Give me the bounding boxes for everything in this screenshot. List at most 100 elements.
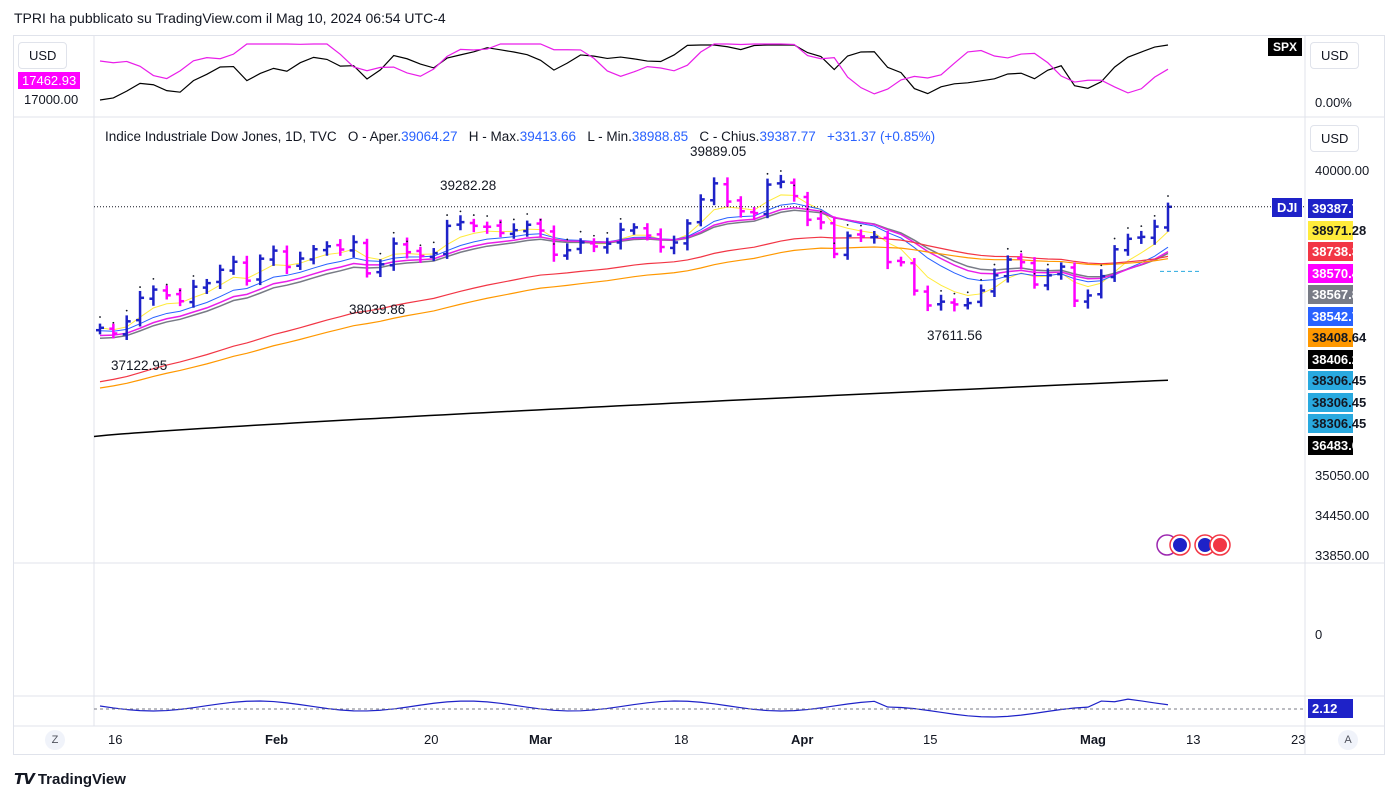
ohlc-bar-down [830, 216, 839, 259]
price-tag: 38542.71 [1308, 306, 1366, 326]
ohlc-bar-up [576, 238, 585, 254]
psar-dot [833, 242, 836, 245]
price-axis-label: 34450.00 [1315, 508, 1370, 523]
ohlc-bar-up [1123, 233, 1132, 256]
ma-line [99, 206, 1169, 337]
ohlc-bar-down [816, 212, 825, 230]
psar-dot [779, 170, 782, 172]
psar-dot [459, 210, 462, 213]
bottom-indicator-line [99, 698, 1169, 718]
ma-line [99, 209, 1169, 339]
legend-symbol-name: Indice Industriale Dow Jones, 1D, TVC [105, 129, 337, 144]
legend-low-value: 38988.85 [631, 129, 689, 144]
psar-dot [526, 213, 529, 215]
legend-high-value: 39413.66 [519, 129, 577, 144]
ohlc-bar-down [282, 245, 291, 275]
ohlc-bar-up [443, 219, 452, 259]
ohlc-bar-up [1110, 245, 1119, 282]
ohlc-bar-down [923, 285, 932, 312]
time-axis-label: Apr [791, 732, 814, 747]
ohlc-bar-down [1017, 253, 1026, 270]
ohlc-bar-up [1003, 255, 1012, 283]
ohlc-bars [96, 174, 1172, 340]
ohlc-bar-down [363, 238, 371, 278]
ohlc-bar-down [897, 256, 905, 267]
time-axis-label: Mar [529, 732, 553, 747]
ohlc-bar-up [309, 245, 318, 265]
ohlc-bar-up [696, 194, 705, 227]
ohlc-bar-up [616, 222, 625, 250]
time-axis-label: Feb [265, 732, 289, 747]
tradingview-logo[interactable]: 𝙏𝙑 TradingView [14, 770, 126, 788]
ohlc-bar-up [763, 178, 772, 219]
psar-dot [553, 243, 555, 245]
ohlc-bar-up [376, 259, 385, 278]
ohlc-bar-down [643, 223, 652, 241]
price-tag: 38567.86 [1308, 285, 1366, 304]
psar-dot [99, 316, 101, 318]
psar-dot [1046, 263, 1049, 266]
auto-scale-button[interactable]: A [1338, 730, 1358, 750]
dji-symbol-tag[interactable]: DJI [1272, 198, 1303, 217]
price-axis-label: 35050.00 [1315, 468, 1370, 483]
psar-dot [139, 286, 141, 288]
ohlc-bar-up [1043, 268, 1052, 291]
psar-dot [499, 221, 502, 224]
psar-dot [432, 241, 435, 244]
left-axis-label: 17000.00 [24, 92, 79, 107]
sma200-line [93, 379, 1169, 438]
main-currency-button[interactable]: USD [1310, 125, 1360, 152]
spx-symbol-badge[interactable]: SPX [1268, 38, 1303, 56]
time-axis-label: 13 [1186, 732, 1201, 747]
moving-averages [93, 194, 1169, 438]
top-right-currency-button[interactable]: USD [1310, 42, 1360, 69]
ohlc-bar-up [603, 237, 612, 254]
psar-dot [619, 218, 622, 220]
time-axis-label: 15 [923, 732, 938, 747]
legend-open-label: O - Aper. [347, 129, 402, 144]
flag-us-icon-fill [1198, 538, 1212, 552]
ohlc-bar-down [1070, 262, 1079, 308]
time-axis-label: 18 [674, 732, 689, 747]
psar-dot [766, 172, 769, 175]
ohlc-bar-up [937, 294, 946, 311]
ohlc-bar-down [162, 285, 171, 300]
ohlc-bar-up [963, 298, 972, 310]
ohlc-bar-down [750, 207, 759, 221]
event-markers[interactable] [1156, 534, 1231, 556]
ohlc-bar-down [910, 258, 919, 296]
legend-change-value: +331.37 (+0.85%) [827, 129, 936, 144]
ohlc-bar-up [202, 278, 211, 294]
ohlc-bar-down [109, 323, 118, 339]
ma-line [99, 236, 1169, 383]
psar-dot [406, 240, 408, 243]
price-tag: 36483.07 [1308, 435, 1366, 455]
ohlc-bar-up [149, 285, 158, 306]
psar-dot [446, 214, 448, 216]
psar-dot [392, 231, 395, 234]
psar-dot [1113, 237, 1116, 240]
price-tag: 38738.39 [1308, 242, 1366, 261]
price-tag: 38406.20 [1308, 349, 1366, 369]
psar-dot [152, 277, 155, 280]
legend-close-label: C - Chius. [699, 129, 760, 144]
zoom-button[interactable]: Z [45, 730, 65, 750]
psar-dot [1020, 250, 1023, 253]
ohlc-bar-up [389, 237, 398, 271]
legend-close-value: 39387.77 [759, 129, 816, 144]
ma-line [99, 246, 1169, 389]
flag-us-icon-fill [1213, 538, 1227, 552]
psar-dot [993, 263, 996, 266]
ohlc-bar-up [776, 174, 785, 189]
ohlc-bar-up [216, 264, 225, 289]
high-annotation: 39889.05 [690, 144, 747, 159]
symbol-legend[interactable]: Indice Industriale Dow Jones, 1D, TVC O … [105, 129, 935, 144]
ohlc-bar-up [1097, 269, 1106, 299]
ohlc-bar-up [96, 323, 104, 335]
legend-low-label: L - Min. [587, 129, 632, 144]
ohlc-bar-up [1150, 219, 1159, 245]
left-currency-button[interactable]: USD [18, 42, 68, 69]
ohlc-bar-up [122, 315, 131, 340]
ohlc-bar-up [1137, 230, 1146, 244]
